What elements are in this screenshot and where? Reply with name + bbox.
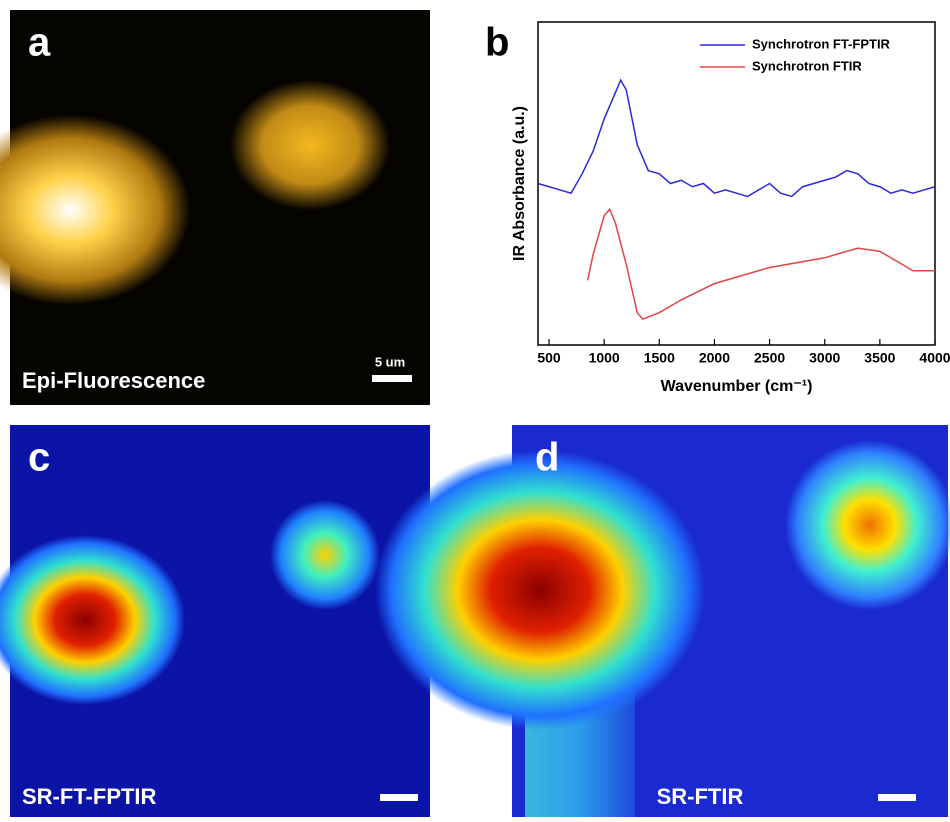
caption: SR-FTIR — [657, 784, 744, 809]
x-tick-label: 3500 — [864, 350, 895, 366]
scale-label: 5 um — [375, 354, 405, 369]
panel-letter: a — [28, 21, 51, 65]
legend-label: Synchrotron FT-FPTIR — [752, 36, 891, 51]
x-tick-label: 2000 — [699, 350, 730, 366]
blob — [785, 440, 950, 610]
scale-bar — [878, 794, 916, 801]
panel-letter: b — [485, 21, 509, 65]
blob — [375, 450, 705, 730]
caption: Epi-Fluorescence — [22, 368, 205, 393]
x-tick-label: 1000 — [589, 350, 620, 366]
series-line — [537, 78, 936, 198]
scale-bar — [372, 375, 412, 382]
blob — [0, 115, 190, 305]
series-line — [586, 207, 935, 321]
scale-bar — [380, 794, 418, 801]
x-tick-label: 1500 — [644, 350, 675, 366]
x-tick-label: 2500 — [754, 350, 785, 366]
caption: SR-FT-FPTIR — [22, 784, 157, 809]
blob — [230, 80, 390, 210]
panel-letter: d — [535, 436, 559, 480]
x-tick-label: 3000 — [809, 350, 840, 366]
x-tick-label: 4000 — [919, 350, 950, 366]
panel-letter: c — [28, 436, 50, 480]
plot-frame — [537, 21, 936, 346]
x-tick-label: 500 — [537, 350, 561, 366]
y-axis-label: IR Absorbance (a.u.) — [511, 106, 528, 261]
blob — [0, 535, 185, 705]
blob — [270, 500, 380, 610]
legend-label: Synchrotron FTIR — [752, 58, 862, 73]
x-axis-label: Wavenumber (cm⁻¹) — [661, 378, 813, 395]
